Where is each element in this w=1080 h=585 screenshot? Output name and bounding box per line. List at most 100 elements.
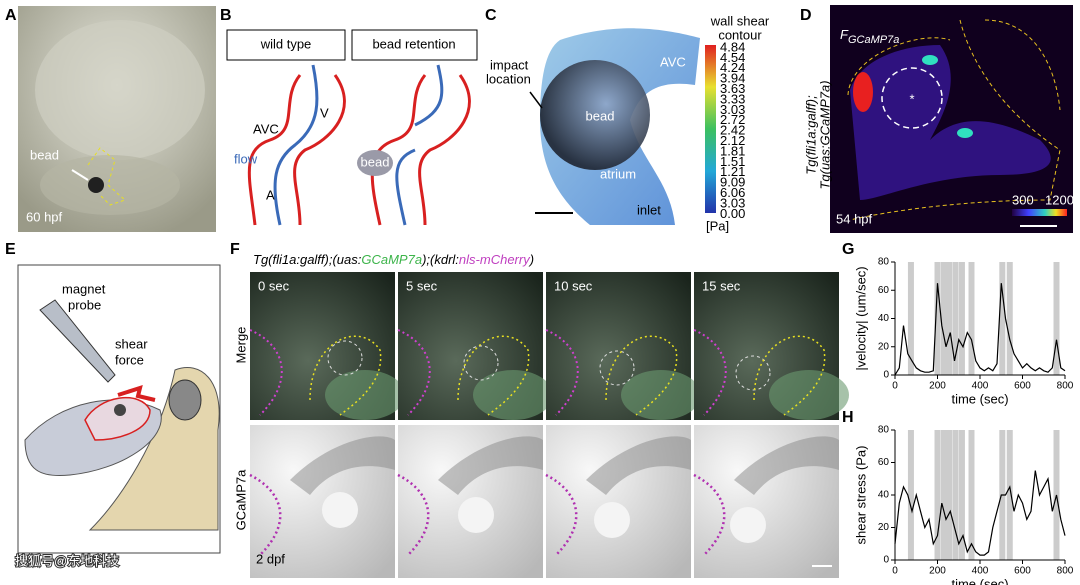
data-line — [894, 283, 1066, 376]
bead — [114, 404, 126, 416]
time-label: 0 sec — [258, 278, 290, 293]
event-band — [940, 262, 947, 375]
x-tick-label: 600 — [1014, 566, 1031, 577]
data-line — [894, 470, 1066, 556]
heart — [84, 396, 151, 441]
event-band — [952, 262, 959, 375]
label: 300 — [1012, 192, 1034, 207]
event-band — [1006, 262, 1013, 375]
colorbar-label: 2.42 — [720, 123, 745, 138]
label: atrium — [600, 166, 636, 181]
y-tick-label: 40 — [878, 313, 890, 324]
event-band — [1006, 430, 1013, 560]
panel-label: H — [842, 409, 854, 426]
outline — [605, 335, 678, 416]
time-label: 10 sec — [554, 278, 593, 293]
box-title: wild type — [260, 36, 312, 51]
bead — [594, 502, 630, 538]
outline — [249, 329, 283, 416]
signal — [922, 55, 938, 65]
unit: [Pa] — [706, 218, 729, 233]
y-tick-label: 20 — [878, 522, 890, 533]
colorbar-labels: 4.844.544.243.943.633.333.032.722.422.12… — [720, 39, 745, 220]
arrow — [71, 169, 89, 181]
title-part: nls-mCherry — [459, 252, 531, 267]
x-axis-label: time (sec) — [951, 391, 1008, 406]
label: 60 hpf — [26, 209, 63, 224]
label: force — [115, 352, 144, 367]
tissue — [621, 370, 701, 420]
y-tick-label: 80 — [878, 257, 890, 268]
colorbar-label: 3.63 — [720, 81, 745, 96]
embryo-head — [35, 20, 205, 160]
outline — [397, 329, 431, 416]
box — [226, 29, 346, 61]
tissue — [473, 370, 553, 420]
row-label: GCaMP7a — [233, 469, 248, 530]
label: flow — [234, 151, 258, 166]
colorbar — [1012, 209, 1067, 216]
y-tick-label: 40 — [878, 490, 890, 501]
x-tick-label: 200 — [929, 381, 946, 392]
colorbar-label: 0.00 — [720, 206, 745, 221]
y-tick-label: 60 — [878, 285, 890, 296]
panel-label: B — [220, 7, 232, 24]
outline — [87, 147, 126, 206]
label: Tg(fli1a:galff); — [803, 95, 818, 175]
label: bead — [586, 108, 615, 123]
event-band — [907, 430, 914, 560]
image-grid: 0 sec 5 sec 10 sec 15 sec 2 dpf — [249, 272, 849, 578]
label: bead — [30, 147, 59, 162]
label: impact — [490, 57, 529, 72]
y-tick-label: 0 — [883, 370, 889, 381]
tissue — [769, 370, 849, 420]
colorbar-label: 3.03 — [720, 195, 745, 210]
heart-wall — [247, 74, 346, 226]
colorbar-label: 3.94 — [720, 71, 745, 86]
bead — [88, 177, 104, 193]
bead — [357, 150, 393, 176]
label: * — [909, 91, 914, 106]
label: location — [486, 71, 531, 86]
y-tick-label: 0 — [883, 555, 889, 566]
event-band — [968, 262, 975, 375]
box — [351, 29, 478, 61]
event-band — [952, 430, 959, 560]
event-band — [958, 262, 965, 375]
x-tick-label: 400 — [972, 566, 989, 577]
colorbar-label: 4.24 — [720, 60, 745, 75]
colorbar-label: 6.06 — [720, 185, 745, 200]
stage-label: 2 dpf — [256, 551, 285, 566]
title-part: ) — [528, 252, 534, 267]
colorbar — [705, 45, 716, 213]
signal — [850, 45, 1051, 200]
bead-outline — [463, 345, 499, 381]
colorbar-label: 2.72 — [720, 112, 745, 127]
event-band — [946, 430, 953, 560]
bead-outline — [599, 350, 635, 386]
outline — [545, 329, 579, 416]
panel-label: F — [230, 241, 240, 258]
event-band — [934, 262, 941, 375]
event-band — [968, 430, 975, 560]
label: inlet — [637, 202, 661, 217]
x-tick-label: 800 — [1057, 381, 1074, 392]
event-band — [940, 430, 947, 560]
x-tick-label: 0 — [892, 381, 898, 392]
x-tick-label: 800 — [1057, 566, 1074, 577]
event-band — [907, 262, 914, 375]
x-tick-label: 200 — [929, 566, 946, 577]
y-tick-label: 80 — [878, 425, 890, 436]
title-part: );(kdrl: — [420, 252, 459, 267]
y-tick-label: 60 — [878, 457, 890, 468]
label: magnet — [62, 281, 106, 296]
label: GCaMP7a — [848, 34, 899, 46]
label: probe — [68, 297, 101, 312]
event-band — [958, 430, 965, 560]
tissue — [438, 436, 543, 495]
y-tick-label: 20 — [878, 341, 890, 352]
x-tick-label: 0 — [892, 566, 898, 577]
probe — [39, 299, 116, 383]
colorbar-label: 4.84 — [720, 39, 745, 54]
